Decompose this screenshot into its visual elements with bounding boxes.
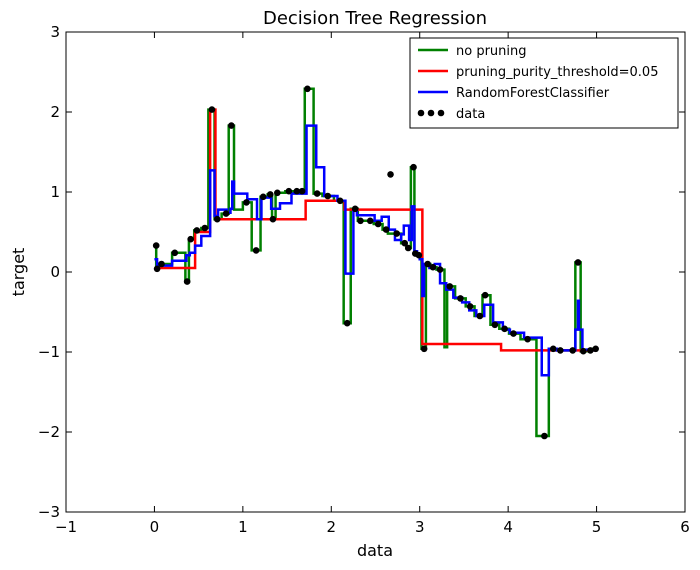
data-point xyxy=(304,85,311,93)
data-point xyxy=(228,122,235,129)
legend-label-0: no pruning xyxy=(456,44,527,59)
data-point xyxy=(587,347,594,354)
data-point xyxy=(446,283,454,290)
data-point xyxy=(410,163,417,171)
y-axis-label: target xyxy=(9,248,28,297)
legend-swatch-data xyxy=(427,109,435,117)
data-point xyxy=(259,193,267,201)
data-point xyxy=(171,249,179,257)
legend-label-2: RandomForestClassifier xyxy=(456,86,610,101)
y-tick-label: 2 xyxy=(50,103,60,121)
data-point xyxy=(266,191,274,198)
data-point xyxy=(420,345,428,353)
legend: no pruning pruning_purity_threshold=0.05 R… xyxy=(409,37,679,129)
y-tick-labels: −3 −2 −1 0 1 2 3 xyxy=(38,23,60,521)
x-tick-labels: −1 0 1 2 3 4 5 6 xyxy=(55,518,690,536)
data-point xyxy=(152,242,160,249)
y-tick-label: −2 xyxy=(38,423,60,441)
data-point xyxy=(574,259,582,266)
data-point xyxy=(153,265,161,273)
data-point xyxy=(158,260,165,268)
x-tick-label: 4 xyxy=(503,518,513,536)
data-point xyxy=(343,319,351,327)
data-point xyxy=(213,215,221,223)
data-point xyxy=(424,260,431,268)
x-tick-label: 0 xyxy=(150,518,160,536)
x-tick-label: 2 xyxy=(327,518,337,536)
data-point xyxy=(466,303,474,310)
legend-box xyxy=(409,37,679,129)
data-point xyxy=(313,190,321,197)
legend-label-data: data xyxy=(456,107,485,122)
x-tick-label: 5 xyxy=(592,518,602,536)
data-point xyxy=(366,217,374,225)
data-point xyxy=(374,220,382,228)
data-point xyxy=(208,106,216,113)
data-point xyxy=(557,347,564,354)
data-point xyxy=(476,312,484,320)
data-point xyxy=(549,345,557,353)
data-point xyxy=(401,239,408,247)
x-axis-label: data xyxy=(357,541,393,560)
data-point xyxy=(429,263,437,271)
chart-title: Decision Tree Regression xyxy=(263,8,487,29)
data-point xyxy=(436,266,444,273)
x-tick-label: 3 xyxy=(415,518,425,536)
data-point xyxy=(501,325,508,333)
x-tick-label: −1 xyxy=(55,518,77,536)
data-point xyxy=(481,291,489,299)
data-point xyxy=(541,432,548,440)
data-point xyxy=(183,278,191,285)
data-point xyxy=(592,345,599,353)
legend-swatch-data xyxy=(437,109,445,117)
data-point xyxy=(524,335,531,343)
data-point xyxy=(382,226,390,233)
y-tick-label: −3 xyxy=(38,503,60,521)
data-point xyxy=(293,187,301,195)
legend-label-1: pruning_purity_threshold=0.05 xyxy=(456,65,658,80)
data-point xyxy=(415,251,423,259)
data-point xyxy=(351,205,359,213)
x-tick-label: 6 xyxy=(680,518,690,536)
data-point xyxy=(457,295,464,302)
data-point xyxy=(269,215,277,223)
y-tick-label: −1 xyxy=(38,343,60,361)
data-point xyxy=(252,247,260,254)
y-tick-label: 0 xyxy=(50,263,60,281)
data-point xyxy=(510,330,517,337)
axes-frame xyxy=(65,31,686,513)
data-point xyxy=(324,192,332,200)
data-point xyxy=(336,197,344,205)
data-point xyxy=(580,347,587,355)
data-point xyxy=(569,347,576,354)
data-point xyxy=(193,227,201,234)
data-point xyxy=(404,244,412,252)
data-point xyxy=(285,187,293,195)
data-point xyxy=(201,224,209,232)
x-tick-label: 1 xyxy=(238,518,248,536)
y-tick-label: 1 xyxy=(50,183,60,201)
data-point xyxy=(222,210,230,217)
data-point xyxy=(387,171,394,178)
data-point xyxy=(243,199,250,206)
data-point xyxy=(393,230,401,237)
data-point xyxy=(274,189,281,197)
scatter-points xyxy=(152,85,599,440)
legend-swatch-data xyxy=(417,109,425,117)
data-point xyxy=(298,187,306,195)
data-point xyxy=(491,321,499,329)
data-point xyxy=(187,235,194,243)
data-point xyxy=(357,217,364,225)
y-tick-label: 3 xyxy=(50,23,60,41)
